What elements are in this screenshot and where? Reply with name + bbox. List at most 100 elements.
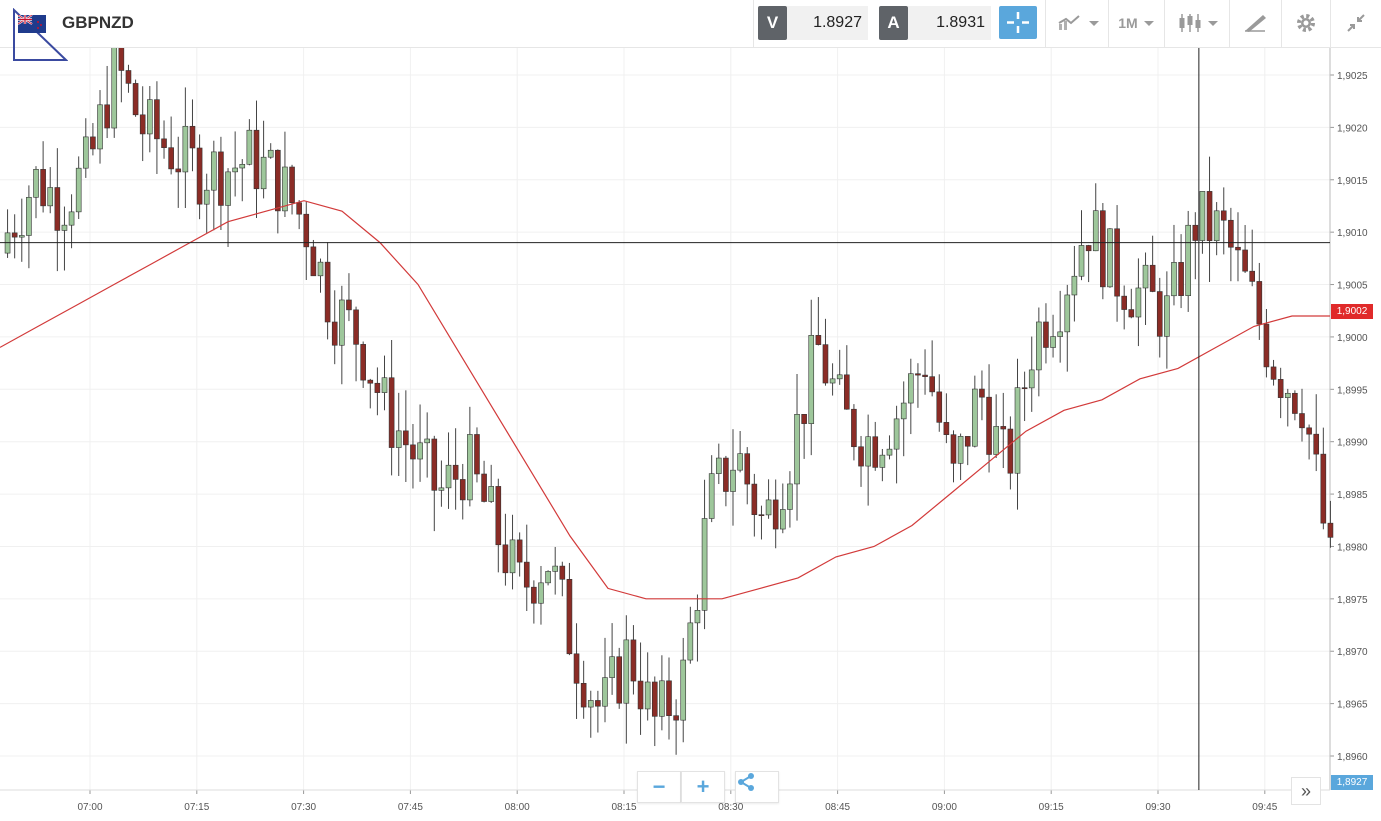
candle-bear <box>531 586 537 604</box>
line-chart-icon <box>1058 15 1080 30</box>
chart-type-button[interactable] <box>1050 6 1106 40</box>
candle-bear <box>1121 295 1127 310</box>
share-button[interactable] <box>735 771 779 803</box>
candle-bull <box>260 156 267 190</box>
y-tick-label: 1,8970 <box>1337 647 1368 658</box>
candle-bull <box>879 454 886 468</box>
candle-bull <box>893 418 900 450</box>
candle-bull <box>829 378 836 384</box>
candle-bull <box>779 509 786 530</box>
y-tick-label: 1,9020 <box>1337 123 1368 134</box>
candle-bull <box>538 582 544 604</box>
candle-bull <box>972 388 978 447</box>
y-tick-label: 1,8985 <box>1337 490 1368 501</box>
candle-bull <box>182 125 189 173</box>
timeframe-button[interactable]: 1M <box>1112 6 1160 40</box>
y-tick-label: 1,8975 <box>1337 595 1368 606</box>
draw-tools-button[interactable] <box>1234 6 1276 40</box>
candle-bear <box>844 374 850 410</box>
candle-bear <box>1320 453 1327 524</box>
candle-bear <box>459 479 466 501</box>
candle-bull <box>708 473 715 519</box>
zoom-in-button[interactable]: + <box>681 771 725 803</box>
x-tick-label: 09:15 <box>1039 802 1064 813</box>
candle-bull <box>1142 264 1149 289</box>
candle-bear <box>1228 219 1234 248</box>
candle-bull <box>1028 369 1035 389</box>
collapse-button[interactable] <box>1336 6 1376 40</box>
candle-bear <box>481 473 487 502</box>
share-icon <box>738 773 754 791</box>
candle-bull <box>1092 210 1099 252</box>
candle-bull <box>317 261 324 277</box>
settings-button[interactable] <box>1286 6 1326 40</box>
candle-bear <box>723 457 729 492</box>
candle-bear <box>758 514 765 516</box>
timeframe-label: 1M <box>1118 15 1138 31</box>
candle-bear <box>566 578 573 655</box>
x-tick-label: 09:45 <box>1252 802 1277 813</box>
x-tick-label: 07:45 <box>398 802 423 813</box>
candle-bull <box>282 166 288 212</box>
candle-bear <box>218 151 224 206</box>
x-tick-label: 08:30 <box>718 802 743 813</box>
scroll-right-button[interactable]: » <box>1291 777 1321 805</box>
candle-bull <box>47 187 54 207</box>
candle-bear <box>651 681 658 717</box>
candle-style-button[interactable] <box>1170 6 1226 40</box>
crosshair-button[interactable] <box>999 6 1037 39</box>
candle-bull <box>111 48 118 129</box>
candle-bear <box>851 408 857 448</box>
buy-price-box[interactable]: A 1.8931 <box>879 6 991 40</box>
candle-bear <box>1277 379 1284 398</box>
y-tick-label: 1,9015 <box>1337 176 1368 187</box>
candle-bear <box>154 99 160 140</box>
candle-bear <box>1021 387 1028 389</box>
candle-bull <box>509 539 516 574</box>
candle-bear <box>1007 428 1014 474</box>
toolbar-divider <box>1108 0 1109 47</box>
sell-price-box[interactable]: V 1.8927 <box>758 6 868 40</box>
candle-bull <box>75 167 82 213</box>
candle-bull <box>438 487 445 491</box>
candle-bull <box>488 486 494 502</box>
candle-bull <box>1107 228 1113 288</box>
moving-average-line <box>0 200 1330 600</box>
y-tick-label: 1,8995 <box>1337 385 1368 396</box>
candle-bull <box>1185 224 1191 296</box>
candle-bear <box>1156 291 1163 337</box>
candle-bear <box>175 168 182 173</box>
candle-bull <box>609 656 615 678</box>
candle-bear <box>573 653 580 684</box>
candle-bull <box>33 169 39 198</box>
candle-bull <box>97 104 103 150</box>
candle-bear <box>929 376 935 393</box>
candle-bear <box>253 129 260 190</box>
candle-bear <box>595 700 601 707</box>
candle-bear <box>1235 246 1241 251</box>
candle-bull <box>1014 387 1021 474</box>
candle-bull <box>545 571 551 584</box>
candle-bear <box>1000 426 1007 430</box>
sell-label: V <box>758 6 787 40</box>
candle-bear <box>502 544 509 574</box>
candle-bear <box>801 414 807 424</box>
price-chart[interactable]: 1,9025 1,9020 1,9015 1,9010 1,9005 1,9000 1,89… <box>0 48 1381 821</box>
uk-nz-flag-icon <box>18 15 46 33</box>
candle-bull <box>865 436 871 467</box>
chart-canvas[interactable]: 1,9025 1,9020 1,9015 1,9010 1,9005 1,9000 1,89… <box>0 48 1381 821</box>
candle-bear <box>1192 224 1199 241</box>
candle-bull <box>61 224 68 231</box>
zoom-out-button[interactable]: − <box>637 771 681 803</box>
candle-bull <box>680 659 687 721</box>
candle-bear <box>744 453 751 485</box>
candle-bull <box>203 189 210 205</box>
candle-bull <box>225 171 231 206</box>
candle-bear <box>118 48 125 71</box>
candle-bear <box>1043 321 1049 348</box>
candle-bear <box>1256 281 1263 325</box>
candle-bull <box>147 99 153 135</box>
y-tick-label: 1,9010 <box>1337 228 1368 239</box>
candle-bull <box>602 677 608 707</box>
candle-bull <box>232 167 238 173</box>
